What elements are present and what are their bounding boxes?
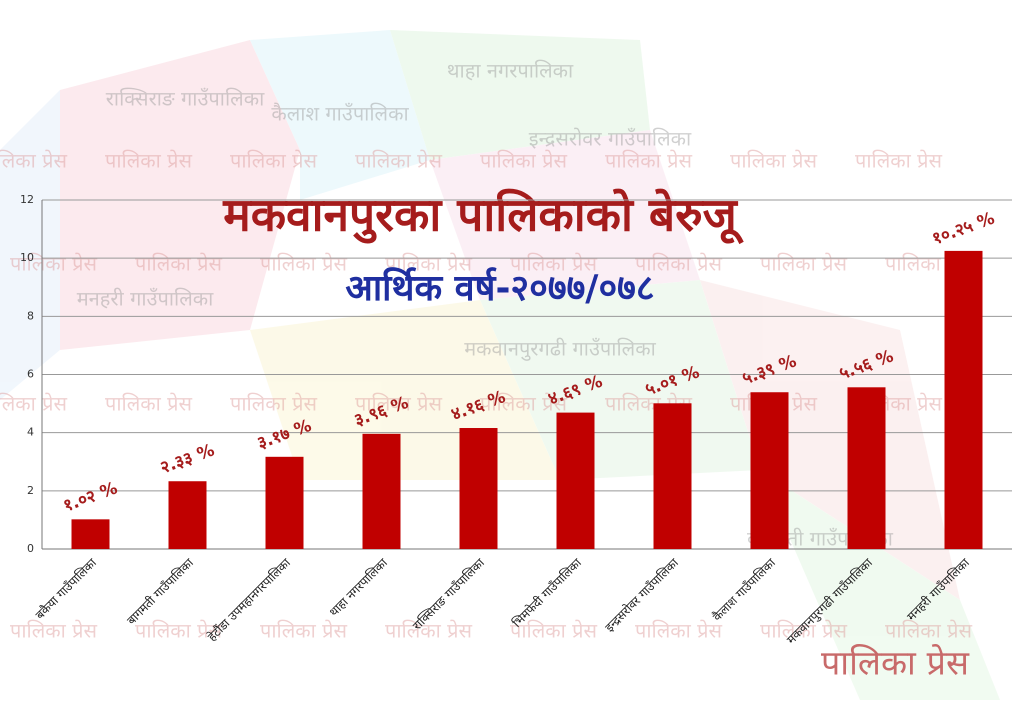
map-label: मकवानपुरगढी गाउँपालिका	[464, 337, 656, 362]
bar	[750, 392, 789, 549]
watermark: पालिका प्रेस	[10, 619, 98, 643]
watermark: पालिका प्रेस	[760, 252, 848, 276]
bar	[362, 433, 401, 549]
watermark: पालिका प्रेस	[260, 252, 348, 276]
value-label: १०.२५ %	[930, 208, 998, 249]
watermark: पालिका प्रेस	[260, 619, 348, 643]
y-tick-label: 4	[27, 426, 34, 439]
watermark: पालिका प्रेस	[760, 619, 848, 643]
bar	[168, 481, 207, 549]
watermark: पालिका प्रेस	[10, 252, 98, 276]
watermark: पालिका प्रेस	[105, 149, 193, 173]
x-tick-label: बागमती गाउँपालिका	[124, 555, 196, 627]
map-label: इन्द्रसरोवर गाउँपालिका	[529, 127, 692, 151]
bar	[265, 456, 304, 549]
bar	[944, 250, 983, 550]
watermark: पालिका प्रेस	[605, 149, 693, 173]
y-tick-label: 10	[20, 251, 34, 264]
map-label: थाहा नगरपालिका	[447, 59, 574, 83]
watermark: पालिका प्रेस	[385, 619, 473, 643]
y-tick-label: 0	[27, 542, 34, 555]
bar	[71, 519, 110, 549]
chart-title: मकवानपुरका पालिकाको बेरुजू	[222, 188, 744, 245]
bar	[459, 428, 498, 549]
watermark: पालिका प्रेस	[230, 392, 318, 416]
logo: पालिका प्रेस	[821, 644, 970, 684]
value-label: २.३३ %	[158, 440, 217, 478]
x-tick-label: कैलाश गाउँपालिका	[710, 555, 779, 624]
map-label: कैलाश गाउँपालिका	[271, 102, 409, 126]
bar	[556, 412, 595, 549]
watermark: पालिका प्रेस	[135, 619, 223, 643]
x-tick-label: बकैया गाउँपालिका	[33, 555, 100, 622]
watermark: पालिका प्रेस	[885, 619, 973, 643]
chart-subtitle: आर्थिक वर्ष-२०७७/०७८	[345, 267, 654, 309]
watermark: पालिका प्रेस	[730, 149, 818, 173]
map-label: मनहरी गाउँपालिका	[77, 287, 214, 311]
watermark: पालिका प्रेस	[385, 252, 473, 276]
x-tick-label: थाहा नगरपालिका	[327, 555, 391, 619]
watermark: पालिका प्रेस	[0, 149, 68, 173]
watermark: पालिका प्रेस	[480, 149, 568, 173]
watermark: पालिका प्रेस	[355, 392, 443, 416]
watermark: पालिका प्रेस	[0, 392, 68, 416]
bar	[847, 387, 886, 549]
watermark: पालिका प्रेस	[635, 619, 723, 643]
watermark: पालिका प्रेस	[480, 392, 568, 416]
watermark: पालिका प्रेस	[355, 149, 443, 173]
y-tick-label: 12	[20, 193, 34, 206]
bar	[653, 403, 692, 549]
watermark: पालिका प्रेस	[105, 392, 193, 416]
value-label: १.०२ %	[61, 478, 120, 516]
watermark: पालिका प्रेस	[510, 619, 598, 643]
y-tick-label: 2	[27, 484, 34, 497]
y-tick-label: 8	[27, 309, 34, 322]
y-tick-label: 6	[27, 368, 34, 381]
watermark: पालिका प्रेस	[635, 252, 723, 276]
watermark: पालिका प्रेस	[135, 252, 223, 276]
watermark: पालिका प्रेस	[510, 252, 598, 276]
watermark: पालिका प्रेस	[855, 149, 943, 173]
map-label: राक्सिराङ गाउँपालिका	[106, 87, 265, 111]
watermark: पालिका प्रेस	[230, 149, 318, 173]
